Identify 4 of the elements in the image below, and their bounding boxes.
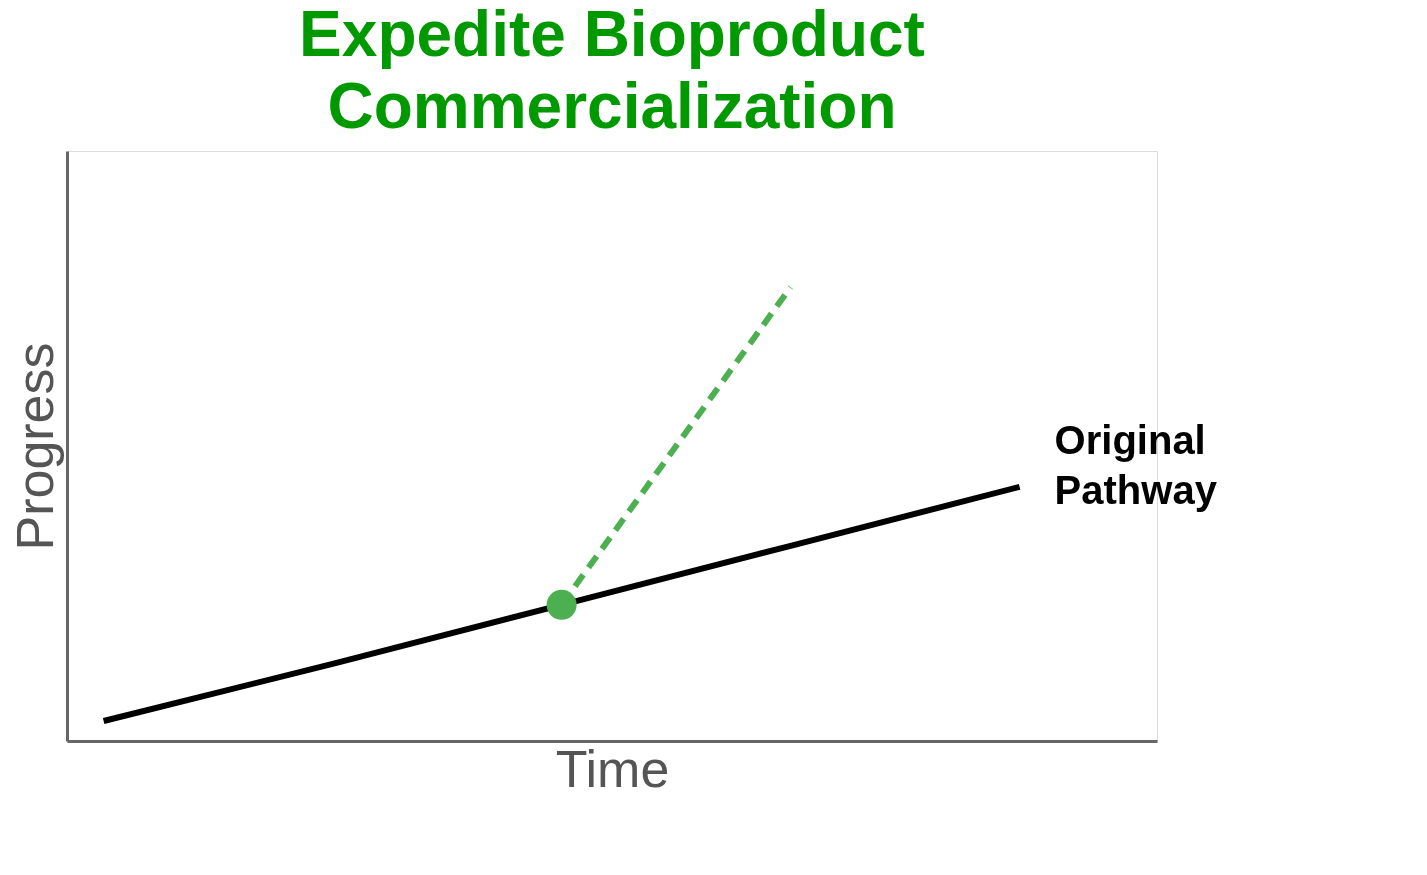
annotation: Original Pathway (1054, 417, 1218, 512)
y-axis-title: Progress (5, 342, 64, 551)
x-axis-title: Time (555, 739, 670, 798)
chart-title: Expedite Bioproduct Commercialization (299, 0, 925, 142)
